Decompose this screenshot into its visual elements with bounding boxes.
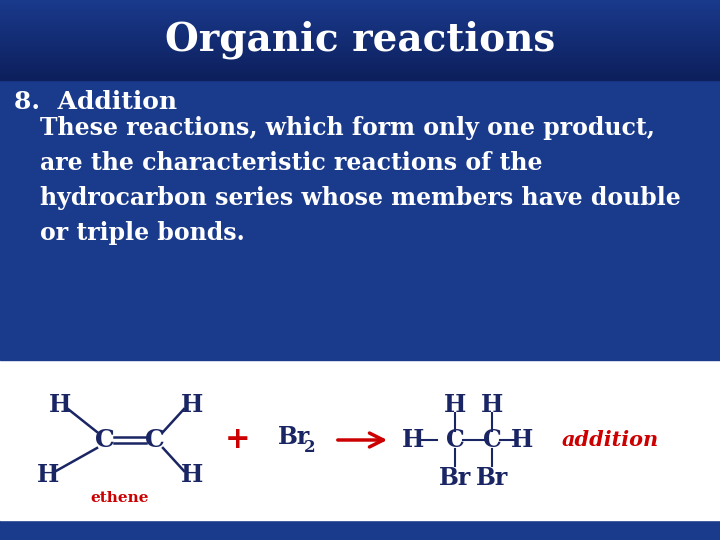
Bar [0, 2, 720, 4]
Text: +: + [225, 426, 251, 455]
Bar [0, 64, 720, 66]
Text: C: C [446, 428, 464, 452]
Text: 8.  Addition: 8. Addition [14, 90, 177, 114]
Bar [0, 46, 720, 48]
Bar [0, 42, 720, 44]
Text: C: C [482, 428, 501, 452]
Text: H: H [181, 463, 203, 487]
Bar [0, 54, 720, 56]
Text: H: H [402, 428, 424, 452]
Bar [0, 78, 720, 80]
Text: Organic reactions: Organic reactions [165, 21, 555, 59]
Text: 2: 2 [304, 438, 315, 456]
Bar [0, 52, 720, 54]
Bar [0, 20, 720, 22]
Text: C: C [95, 428, 115, 452]
Bar [0, 520, 720, 540]
Bar [0, 0, 720, 360]
Bar [0, 58, 720, 60]
Bar [0, 68, 720, 70]
Bar [0, 34, 720, 36]
Bar [0, 10, 720, 12]
Bar [0, 0, 720, 2]
Bar [0, 30, 720, 32]
Text: or triple bonds.: or triple bonds. [40, 221, 245, 245]
Text: These reactions, which form only one product,: These reactions, which form only one pro… [40, 116, 655, 140]
FancyArrowPatch shape [338, 433, 383, 447]
Bar [0, 74, 720, 76]
Bar [0, 28, 720, 30]
Bar [0, 60, 720, 62]
Text: H: H [181, 393, 203, 417]
Bar [0, 76, 720, 78]
Text: hydrocarbon series whose members have double: hydrocarbon series whose members have do… [40, 186, 680, 210]
Text: Br: Br [476, 466, 508, 490]
Bar [0, 36, 720, 38]
Text: H: H [510, 428, 534, 452]
Bar [0, 26, 720, 28]
Bar [0, 72, 720, 74]
Bar [0, 44, 720, 46]
Text: are the characteristic reactions of the: are the characteristic reactions of the [40, 151, 542, 175]
Text: addition: addition [562, 430, 659, 450]
Text: Br: Br [278, 425, 310, 449]
Bar [0, 62, 720, 64]
Text: ethene: ethene [91, 491, 149, 505]
Text: H: H [444, 393, 466, 417]
Bar [0, 18, 720, 20]
Text: H: H [37, 463, 59, 487]
Bar [0, 70, 720, 72]
Bar [0, 6, 720, 8]
Bar [0, 56, 720, 58]
Text: C: C [145, 428, 165, 452]
Text: H: H [481, 393, 503, 417]
Bar [0, 38, 720, 40]
Bar [0, 66, 720, 68]
Bar [0, 12, 720, 14]
Bar [0, 32, 720, 34]
Bar [0, 40, 720, 42]
Bar [0, 50, 720, 52]
Bar [0, 24, 720, 26]
Bar [0, 48, 720, 50]
Bar [0, 360, 720, 520]
Bar [0, 14, 720, 16]
Bar [0, 8, 720, 10]
Bar [0, 4, 720, 6]
Bar [0, 22, 720, 24]
Text: H: H [49, 393, 71, 417]
Bar [0, 16, 720, 18]
Text: Br: Br [439, 466, 471, 490]
